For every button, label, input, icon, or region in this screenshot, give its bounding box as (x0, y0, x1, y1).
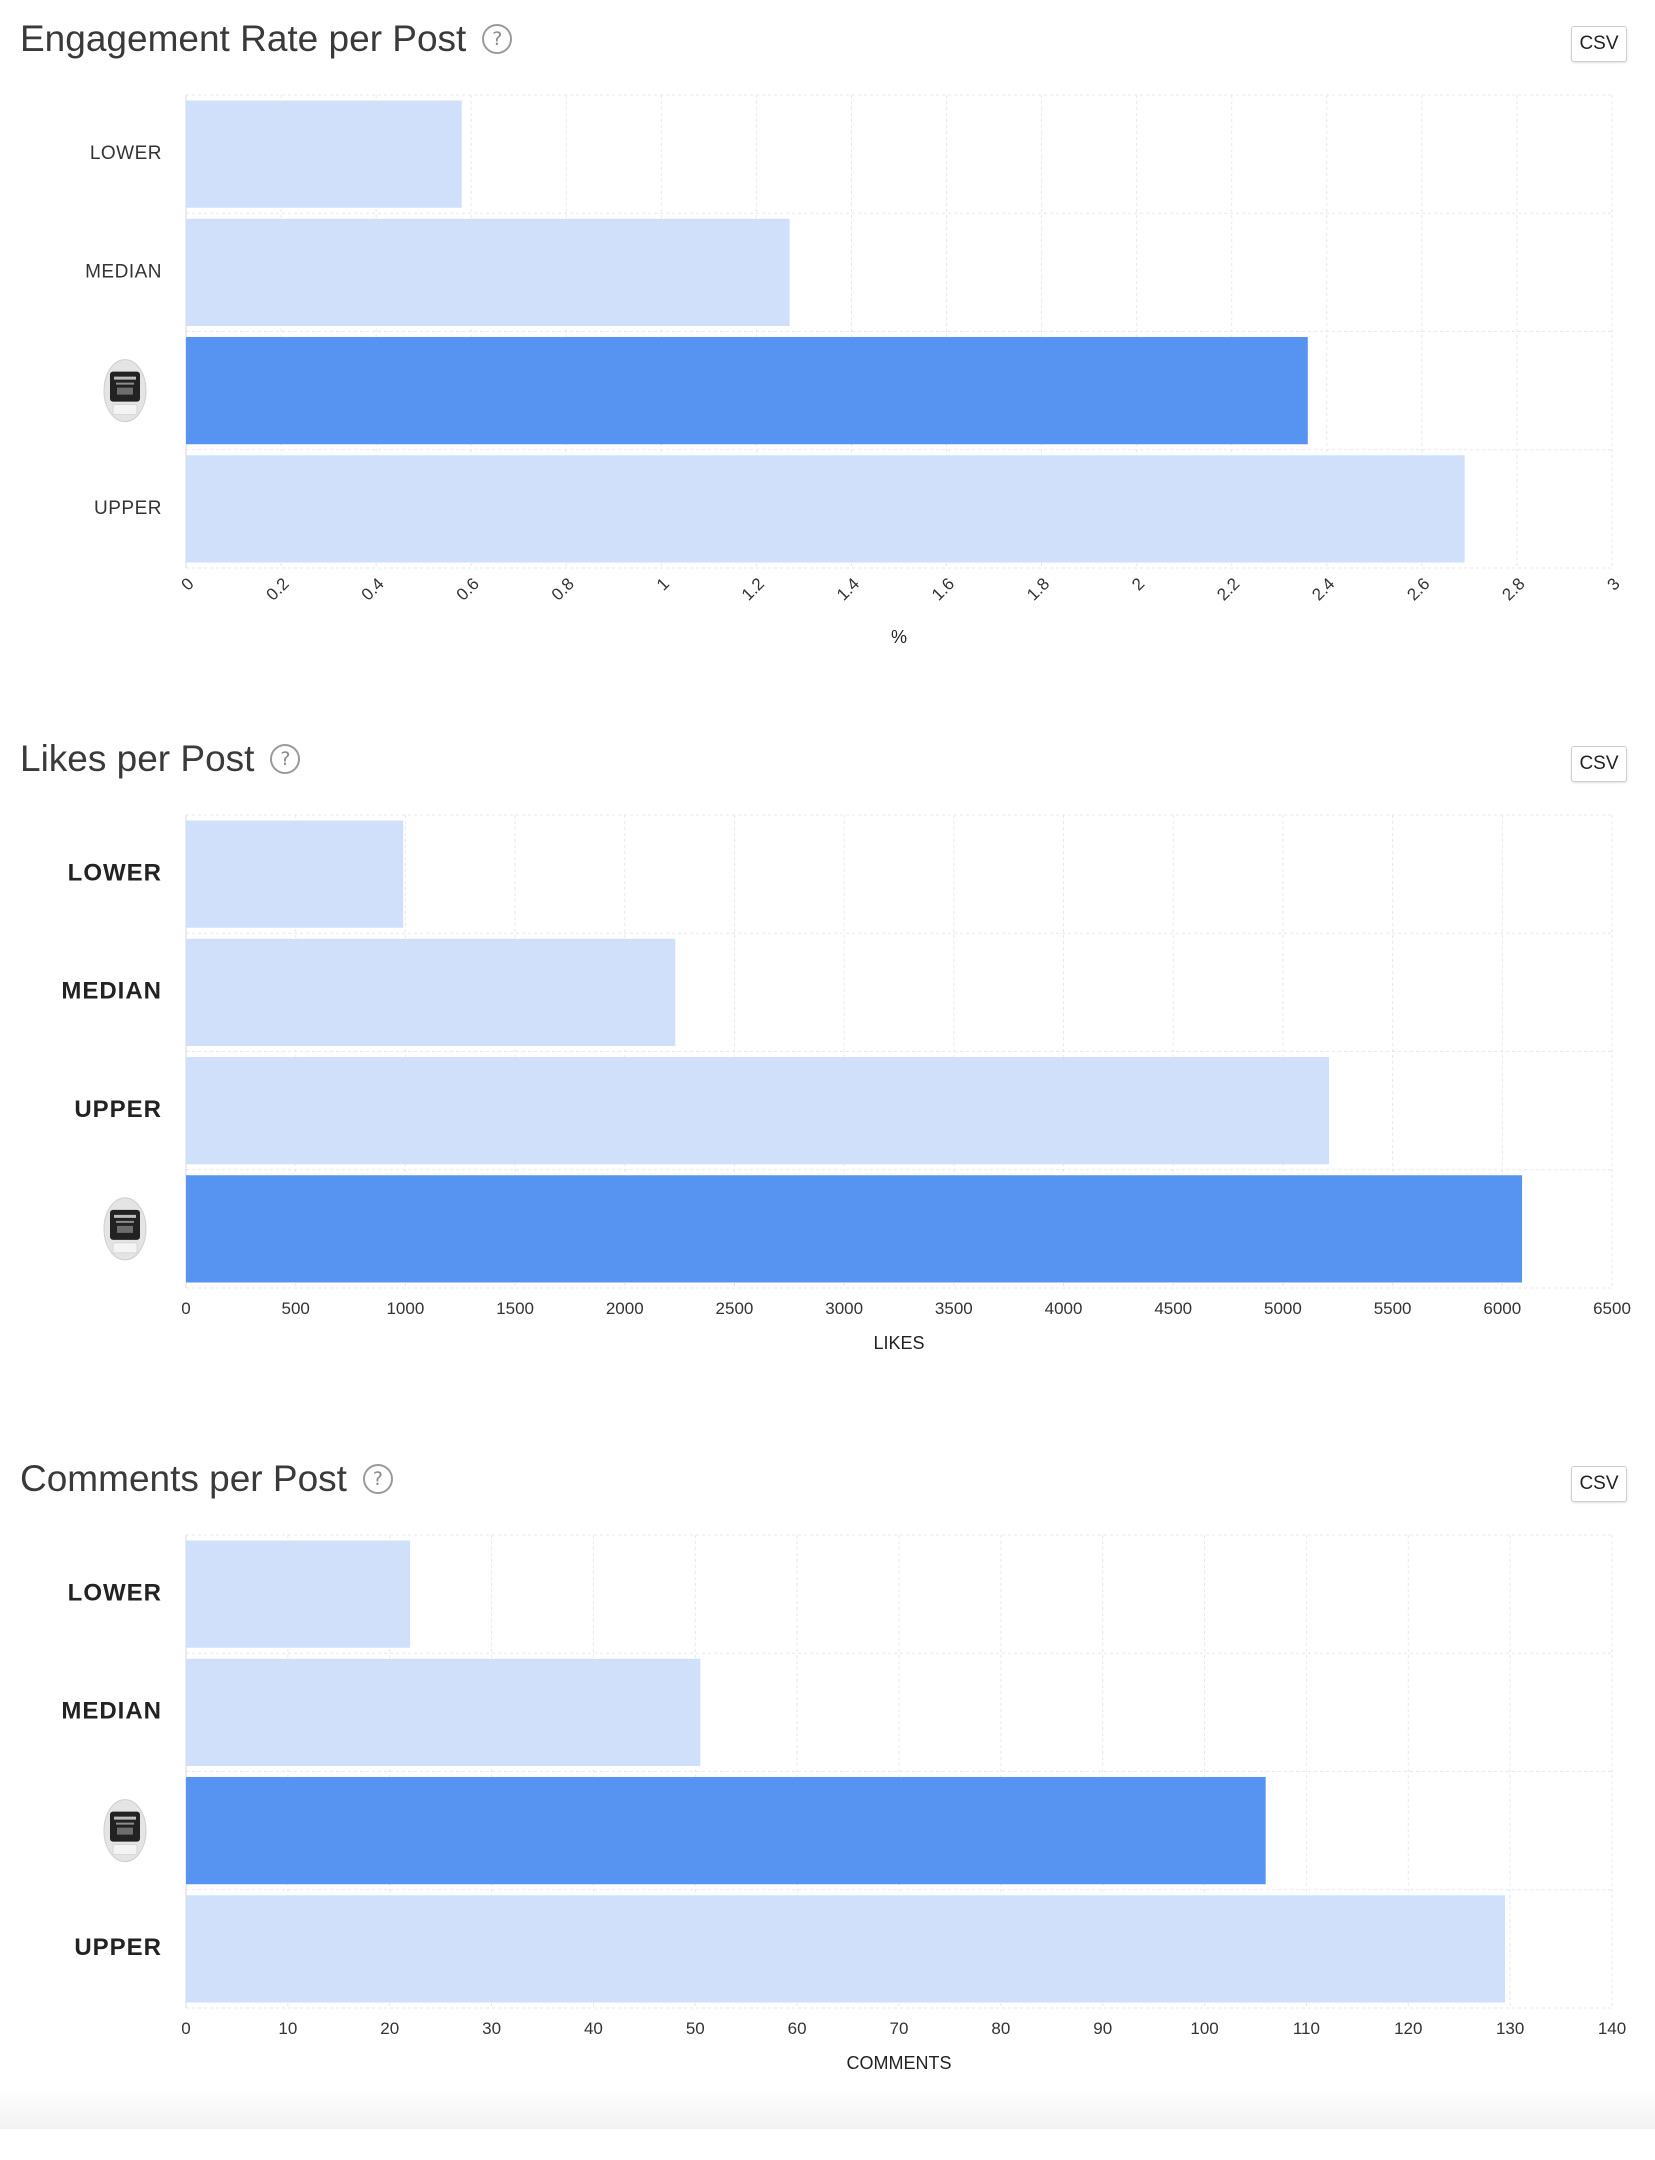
x-tick-label: 80 (991, 2019, 1010, 2038)
x-tick-label: 60 (788, 2019, 807, 2038)
bar (186, 1057, 1329, 1165)
x-tick-label: 0 (178, 574, 198, 594)
x-tick-label: 3500 (935, 1299, 973, 1318)
x-tick-label: 1.6 (928, 574, 958, 604)
comments-chart: LOWER MEDIAN UPPER 0 10 20 30 40 50 60 70 80 90 100 11… (61, 1534, 1626, 2073)
category-label: LOWER (90, 143, 162, 164)
bar (186, 1658, 701, 1766)
x-tick-label: 0 (181, 2019, 190, 2038)
category-label: UPPER (74, 1934, 162, 1961)
category-label: MEDIAN (61, 1698, 162, 1725)
bar (186, 337, 1308, 445)
likes-section: Likes per Post ? CSV LOWER MEDIAN UPPER 0 50… (0, 720, 1655, 1440)
category-label: MEDIAN (85, 261, 162, 282)
x-tick-label: 2.4 (1308, 574, 1338, 604)
x-tick-label: 2.8 (1498, 574, 1528, 604)
x-tick-label: 3 (1604, 574, 1624, 594)
x-tick-label: 2500 (716, 1299, 754, 1318)
chart-title-text: Comments per Post (20, 1458, 347, 1499)
chart-title-text: Engagement Rate per Post (20, 18, 467, 59)
x-tick-label: 10 (278, 2019, 297, 2038)
category-label: LOWER (68, 1579, 162, 1606)
profile-avatar-icon (103, 1197, 147, 1261)
bar (186, 218, 790, 326)
bar (186, 1540, 411, 1648)
x-tick-label: 1500 (496, 1299, 534, 1318)
x-tick-label: 1.4 (833, 574, 863, 604)
category-label: LOWER (68, 859, 162, 886)
bar (186, 1895, 1506, 2003)
x-tick-label: 0.2 (263, 574, 293, 604)
chart-title: Engagement Rate per Post ? (20, 18, 513, 60)
help-icon[interactable]: ? (362, 1464, 393, 1494)
page-bottom-fade (0, 2089, 1655, 2129)
x-tick-label: 40 (584, 2019, 603, 2038)
bar (186, 455, 1465, 563)
likes-chart: LOWER MEDIAN UPPER 0 500 1000 1500 2000 2500 3000… (61, 814, 1631, 1353)
x-tick-label: 120 (1394, 2019, 1422, 2038)
x-tick-label: 0.8 (548, 574, 578, 604)
x-tick-label: 50 (686, 2019, 705, 2038)
chart-title: Likes per Post ? (20, 738, 301, 780)
csv-export-button[interactable]: CSV (1571, 1466, 1627, 1502)
category-label: MEDIAN (61, 978, 162, 1005)
bar (186, 938, 676, 1046)
x-tick-label: 2 (1128, 574, 1148, 594)
profile-avatar-icon (103, 359, 147, 423)
x-tick-label: 5000 (1264, 1299, 1302, 1318)
bar (186, 1777, 1266, 1885)
bar (186, 100, 462, 208)
x-tick-label: 1.2 (738, 574, 768, 604)
x-tick-label: 4500 (1154, 1299, 1192, 1318)
x-tick-label: 1 (653, 574, 673, 594)
x-tick-label: 0.4 (358, 574, 388, 604)
x-tick-label: 130 (1496, 2019, 1524, 2038)
help-icon[interactable]: ? (270, 744, 301, 774)
x-tick-label: 2.2 (1213, 574, 1243, 604)
x-tick-label: 110 (1293, 2019, 1320, 2038)
x-tick-label: 0.6 (453, 574, 483, 604)
category-label: UPPER (74, 1096, 162, 1123)
chart-title-text: Likes per Post (20, 738, 255, 779)
csv-export-button[interactable]: CSV (1571, 26, 1627, 62)
profile-avatar-icon (103, 1799, 147, 1863)
x-tick-label: 100 (1190, 2019, 1218, 2038)
x-tick-label: 0 (181, 1299, 190, 1318)
x-tick-label: 140 (1598, 2019, 1626, 2038)
engagement-rate-section: Engagement Rate per Post ? CSV LOWER MEDI… (0, 0, 1655, 720)
x-tick-label: 2000 (606, 1299, 644, 1318)
x-tick-label: 90 (1093, 2019, 1112, 2038)
x-tick-label: 3000 (825, 1299, 863, 1318)
chart-title: Comments per Post ? (20, 1458, 393, 1500)
x-tick-label: 5500 (1374, 1299, 1412, 1318)
x-tick-label: 500 (282, 1299, 310, 1318)
x-tick-label: 2.6 (1403, 574, 1433, 604)
x-tick-label: 6000 (1483, 1299, 1521, 1318)
x-axis-label: % (891, 627, 907, 647)
x-tick-label: 20 (380, 2019, 399, 2038)
bar (186, 820, 404, 928)
engagement-rate-chart: LOWER MEDIAN UPPER 0 0.2 0.4 0.6 0.8 1 1.2 1.4 1.6 1… (85, 94, 1624, 647)
x-tick-label: 4000 (1045, 1299, 1083, 1318)
x-tick-label: 70 (890, 2019, 909, 2038)
x-tick-label: 1000 (386, 1299, 424, 1318)
x-tick-label: 30 (482, 2019, 501, 2038)
help-icon[interactable]: ? (482, 24, 513, 54)
category-label: UPPER (94, 498, 162, 519)
bar (186, 1175, 1523, 1283)
comments-section: Comments per Post ? CSV LOWER MEDIAN UPPER… (0, 1440, 1655, 2160)
x-axis-label: COMMENTS (847, 2053, 952, 2073)
x-axis-label: LIKES (873, 1333, 924, 1353)
x-tick-label: 1.8 (1023, 574, 1053, 604)
csv-export-button[interactable]: CSV (1571, 746, 1627, 782)
x-tick-label: 6500 (1593, 1299, 1631, 1318)
